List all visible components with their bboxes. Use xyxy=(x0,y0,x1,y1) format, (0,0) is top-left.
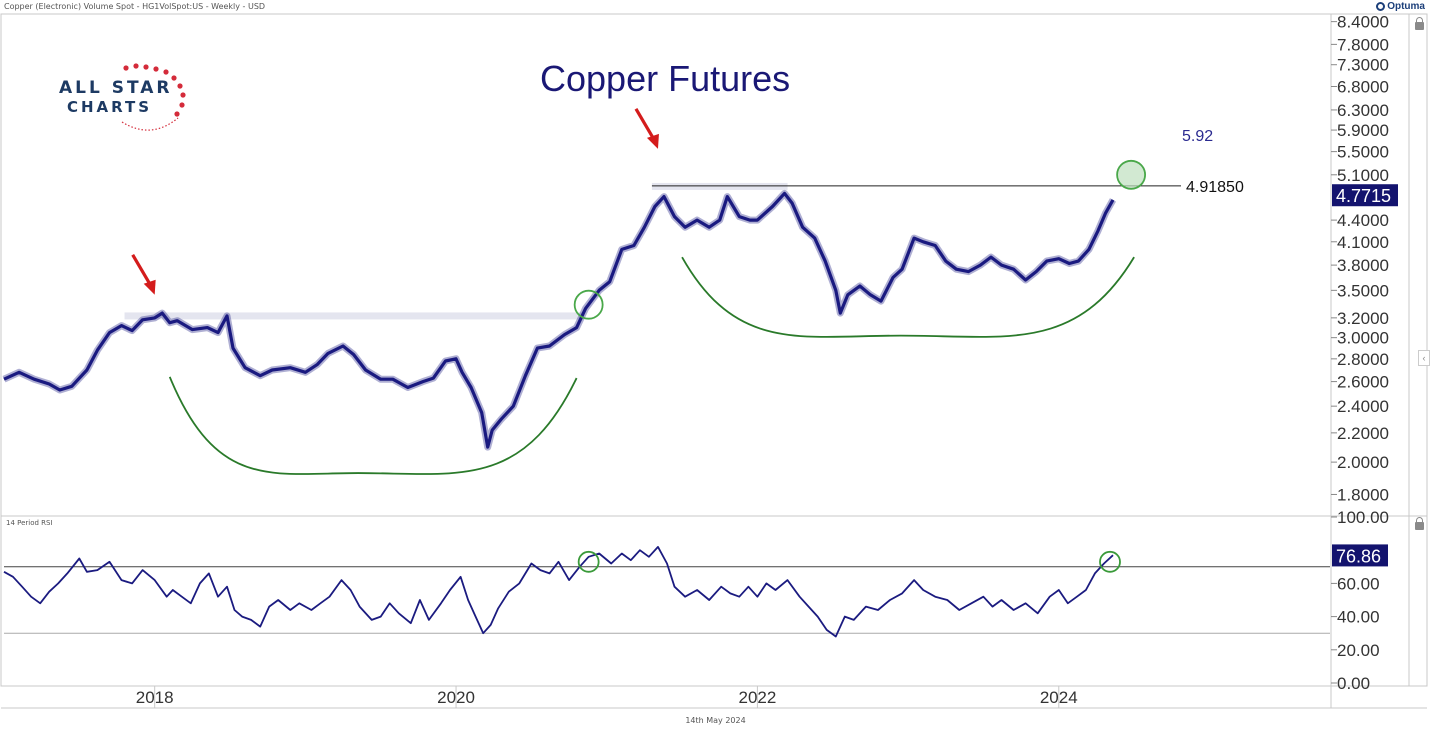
x-tick-label: 2024 xyxy=(1040,688,1078,707)
rsi-y-tick-label: 20.00 xyxy=(1337,641,1380,660)
price-y-tick-label: 2.4000 xyxy=(1337,397,1389,416)
rsi-y-tick-label: 0.00 xyxy=(1337,674,1370,693)
resistance-label: 4.91850 xyxy=(1186,179,1244,196)
x-tick-label: 2020 xyxy=(437,688,475,707)
resistance-zone xyxy=(124,312,585,320)
price-series-range xyxy=(2,189,1117,451)
price-y-tick-label: 5.1000 xyxy=(1337,166,1389,185)
rsi-panel xyxy=(3,546,1330,638)
rsi-panel-label: 14 Period RSI xyxy=(6,519,53,527)
rsi-series-line xyxy=(3,546,1114,638)
logo-line1: ALL STAR xyxy=(59,78,173,98)
highlight-circle xyxy=(1116,159,1146,190)
chevron-left-icon[interactable]: ‹ xyxy=(1418,350,1430,366)
optuma-icon xyxy=(1376,2,1386,11)
x-tick-label: 2018 xyxy=(136,688,174,707)
price-y-tick-label: 3.0000 xyxy=(1337,329,1389,348)
x-tick-label: 2022 xyxy=(738,688,776,707)
lock-icon[interactable] xyxy=(1415,17,1424,30)
price-y-tick-label: 2.8000 xyxy=(1337,350,1389,369)
logo-stars xyxy=(121,63,186,131)
chart-title: Copper Futures xyxy=(540,58,791,99)
price-y-tick-label: 6.3000 xyxy=(1337,101,1389,120)
price-last-value: 4.7715 xyxy=(1336,186,1391,206)
price-y-tick-label: 2.0000 xyxy=(1337,453,1389,472)
price-y-tick-label: 5.9000 xyxy=(1337,121,1389,140)
instrument-header: Copper (Electronic) Volume Spot - HG1Vol… xyxy=(4,2,266,11)
price-y-tick-label: 5.5000 xyxy=(1337,143,1389,162)
price-y-tick-label: 4.1000 xyxy=(1337,233,1389,252)
price-y-tick-label: 1.8000 xyxy=(1337,485,1389,504)
rsi-y-tick-label: 100.00 xyxy=(1337,508,1389,527)
target-label: 5.92 xyxy=(1182,128,1213,145)
vendor-name: Optuma xyxy=(1387,1,1425,12)
rsi-y-tick-label: 40.00 xyxy=(1337,608,1380,627)
highlight-circle xyxy=(573,289,604,320)
resistance-zone xyxy=(651,182,788,190)
price-last-value-badge xyxy=(1332,184,1398,207)
price-y-tick-label: 2.6000 xyxy=(1337,373,1389,392)
chart-date: 14th May 2024 xyxy=(685,716,746,725)
price-y-tick-label: 3.2000 xyxy=(1337,309,1389,328)
vendor-logo: Optuma xyxy=(1376,1,1425,12)
all-star-charts-logo: ALL STAR CHARTS xyxy=(56,60,196,140)
rsi-highlight-circle xyxy=(1099,550,1121,573)
red-arrow-head xyxy=(143,279,156,295)
red-arrow-head xyxy=(646,133,659,149)
price-y-tick-label: 7.3000 xyxy=(1337,56,1389,75)
price-y-tick-label: 2.2000 xyxy=(1337,424,1389,443)
lock-icon[interactable] xyxy=(1415,517,1424,530)
rsi-highlight-circle xyxy=(577,550,600,573)
price-y-tick-label: 3.8000 xyxy=(1337,256,1389,275)
price-y-tick-label: 7.8000 xyxy=(1337,35,1389,54)
price-y-tick-label: 3.5000 xyxy=(1337,281,1389,300)
base-arc xyxy=(168,376,578,475)
logo-line2: CHARTS xyxy=(67,98,153,116)
price-panel: 4.91850 5.92 xyxy=(2,108,1244,475)
price-y-tick-label: 4.4000 xyxy=(1337,211,1389,230)
rsi-last-value: 76.86 xyxy=(1336,546,1381,566)
price-series-line xyxy=(3,191,1115,449)
rsi-last-value-badge xyxy=(1332,544,1388,567)
price-y-tick-label: 6.8000 xyxy=(1337,77,1389,96)
base-arc xyxy=(681,256,1135,338)
rsi-y-tick-label: 60.00 xyxy=(1337,574,1380,593)
price-y-tick-label: 8.4000 xyxy=(1337,13,1389,32)
